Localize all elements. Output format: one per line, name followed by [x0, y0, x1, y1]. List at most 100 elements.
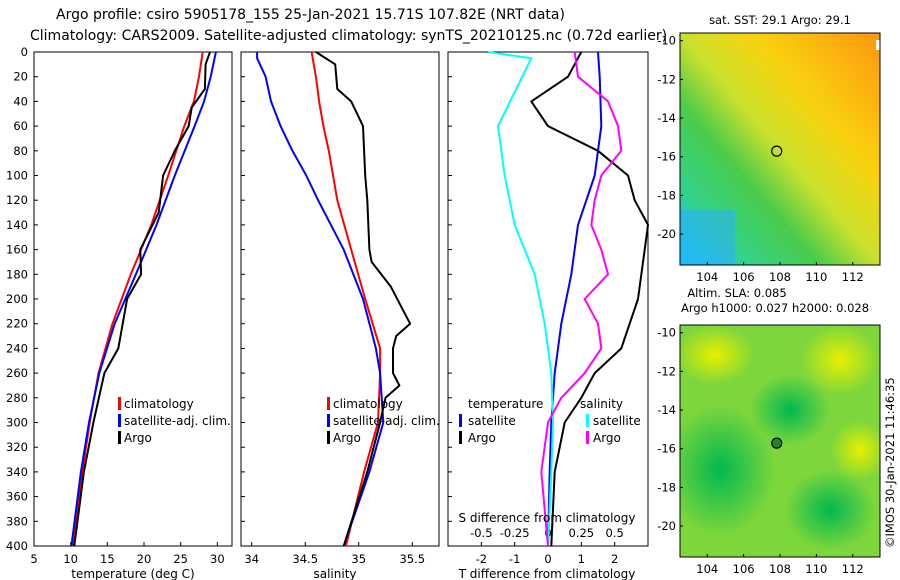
depth-tick-label: 400	[6, 539, 28, 553]
sst-overlay	[680, 33, 880, 265]
depth-tick-label: 0	[21, 45, 28, 59]
temperature-legend: climatology satellite-adj. clim. Argo	[118, 397, 231, 445]
sla-high-anomaly	[680, 325, 755, 385]
series-line-satellite-adj-clim-	[70, 51, 217, 547]
sst-land-patch	[876, 40, 880, 50]
x-tick-label: 15	[100, 552, 115, 566]
map-lat-tick-label: -12	[657, 72, 676, 86]
x-tick-label: 30	[210, 552, 225, 566]
depth-tick-label: 100	[6, 169, 28, 183]
map-lat-tick-label: -20	[657, 227, 676, 241]
depth-tick-label: 280	[6, 391, 28, 405]
x-tick-label: -2	[476, 552, 487, 566]
depth-tick-label: 220	[6, 317, 28, 331]
legend-swatch-argo	[327, 431, 330, 444]
imos-timestamp: ©IMOS 30-Jan-2021 11:46:35	[883, 377, 897, 548]
map-lon-tick-label: 106	[733, 562, 755, 576]
map-lat-tick-label: -14	[657, 403, 676, 417]
s-difference-tick-label: 0.25	[569, 526, 595, 540]
x-tick-label: 20	[137, 552, 152, 566]
map-lat-tick-label: -18	[657, 480, 676, 494]
legend-swatch-climatology	[327, 397, 330, 410]
legend-swatch-s-argo	[586, 431, 589, 444]
legend-swatch-t-satellite	[459, 414, 462, 427]
map-lat-tick-label: -10	[657, 34, 676, 48]
s-difference-axis-label: S difference from climatology	[459, 511, 636, 525]
legend-swatch-satellite	[118, 414, 121, 427]
x-tick-label: -1	[509, 552, 520, 566]
map-lat-tick-label: -14	[657, 111, 676, 125]
legend-label-t-argo: Argo	[468, 431, 496, 445]
x-tick-label: 0	[544, 552, 551, 566]
s-difference-tick-label: -0.25	[500, 526, 530, 540]
depth-tick-label: 180	[6, 267, 28, 281]
map-lat-tick-label: -16	[657, 150, 676, 164]
depth-tick-label: 80	[13, 144, 28, 158]
legend-label-s-satellite: satellite	[593, 414, 641, 428]
chart-title-line1: Argo profile: csiro 5905178_155 25-Jan-2…	[56, 7, 565, 23]
sst-map-axes: -10 -12 -14 -16 -18 -20 104 106 108 110 112	[657, 34, 864, 284]
sla-map-title: Altim. SLA: 0.085	[687, 286, 786, 300]
legend-swatch-s-satellite	[586, 414, 589, 427]
depth-tick-label: 320	[6, 440, 28, 454]
s-difference-tick-label: -0.5	[470, 526, 492, 540]
sla-low-anomaly	[785, 470, 875, 550]
sla-low-anomaly	[680, 405, 775, 535]
difference-legend: temperature salinity satellite Argo sate…	[459, 397, 641, 445]
legend-title-temperature: temperature	[468, 397, 543, 411]
sst-argo-location-marker	[771, 145, 783, 157]
sla-high-anomaly	[800, 325, 880, 395]
depth-tick-label: 120	[6, 193, 28, 207]
x-tick-label: 35.5	[399, 552, 425, 566]
series-line-argo	[315, 51, 412, 547]
depth-tick-label: 60	[13, 119, 28, 133]
map-lat-tick-label: -12	[657, 364, 676, 378]
legend-title-salinity: salinity	[580, 397, 623, 411]
map-lat-tick-label: -20	[657, 519, 676, 533]
s-difference-tick-label: 0.5	[606, 526, 624, 540]
sla-argo-location-marker	[771, 437, 783, 449]
legend-label-t-satellite: satellite	[468, 414, 516, 428]
sst-map	[680, 33, 880, 265]
map-lon-tick-label: 106	[733, 270, 755, 284]
legend-label-satellite: satellite-adj. clim.	[124, 414, 231, 428]
series-line-s-satellite	[487, 51, 554, 547]
x-tick-label: 34	[244, 552, 259, 566]
depth-tick-label: 140	[6, 218, 28, 232]
depth-tick-label: 40	[13, 94, 28, 108]
series-line-climatology	[71, 51, 204, 547]
depth-tick-label: 200	[6, 292, 28, 306]
depth-tick-label: 380	[6, 514, 28, 528]
series-line-argo	[73, 51, 211, 547]
series-line-satellite-adj-clim-	[256, 52, 385, 547]
depth-axis: 0 20 40 60 80 100 120 140 160 180 200 220 240 260 280 3…	[6, 45, 452, 553]
map-lon-tick-label: 108	[769, 270, 791, 284]
depth-tick-label: 300	[6, 416, 28, 430]
depth-tick-label: 360	[6, 490, 28, 504]
depth-tick-label: 260	[6, 366, 28, 380]
legend-swatch-t-argo	[459, 431, 462, 444]
depth-tick-label: 240	[6, 341, 28, 355]
x-tick-label: 1	[578, 552, 585, 566]
legend-swatch-argo	[118, 431, 121, 444]
salinity-axis-label: salinity	[313, 567, 356, 580]
map-lon-tick-label: 104	[696, 270, 718, 284]
sla-map-axes: -10 -12 -14 -16 -18 -20 104 106 108 110 112	[657, 326, 864, 576]
x-tick-label: 25	[173, 552, 188, 566]
legend-label-climatology: climatology	[333, 397, 403, 411]
map-lon-tick-label: 110	[805, 562, 827, 576]
sst-cool-patch	[680, 210, 735, 265]
legend-label-s-argo: Argo	[593, 431, 621, 445]
series-line-s-argo	[540, 51, 623, 547]
map-lat-tick-label: -16	[657, 442, 676, 456]
x-tick-label: 5	[30, 552, 37, 566]
map-lat-tick-label: -10	[657, 326, 676, 340]
map-lat-tick-label: -18	[657, 188, 676, 202]
legend-swatch-satellite	[327, 414, 330, 427]
x-tick-label: 10	[63, 552, 78, 566]
legend-label-argo: Argo	[333, 431, 361, 445]
depth-tick-label: 160	[6, 243, 28, 257]
profile-series	[70, 51, 649, 547]
difference-axis-label: T difference from climatology	[458, 567, 636, 580]
